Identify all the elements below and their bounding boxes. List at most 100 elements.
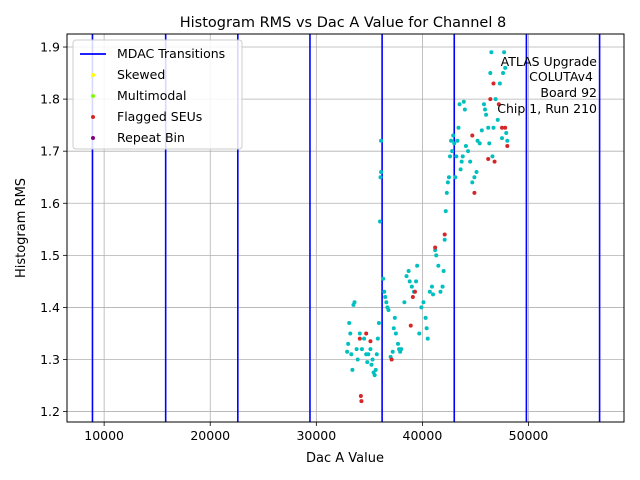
data-point — [504, 130, 509, 135]
annotation: ATLAS Upgrade COLUTAv4 Board 92 Chip 1, … — [497, 54, 597, 116]
x-tick-label: 20000 — [190, 428, 230, 443]
flagged-seu-point — [368, 339, 373, 344]
data-point — [501, 71, 506, 76]
data-point — [460, 154, 465, 159]
data-point — [352, 300, 357, 305]
data-point — [457, 102, 462, 107]
data-point — [368, 347, 373, 352]
data-point — [495, 117, 500, 122]
x-tick-label: 30000 — [296, 428, 336, 443]
data-point — [348, 331, 353, 336]
data-point — [376, 321, 381, 326]
data-point — [349, 352, 354, 357]
annotation-line: Chip 1, Run 210 — [497, 101, 597, 116]
flagged-seu-point — [433, 245, 438, 250]
data-point — [379, 170, 384, 175]
data-point — [454, 154, 459, 159]
data-point — [381, 276, 386, 281]
chart-title: Histogram RMS vs Dac A Value for Channel… — [180, 15, 506, 31]
data-point — [357, 331, 362, 336]
flagged-seu-point — [472, 190, 477, 195]
data-point — [392, 315, 397, 320]
data-point — [384, 300, 389, 305]
data-point — [417, 331, 422, 336]
data-point — [442, 237, 447, 242]
legend-marker-flagged — [91, 115, 95, 119]
data-point — [431, 292, 436, 297]
data-point — [505, 138, 510, 143]
flagged-seu-point — [412, 289, 417, 294]
flagged-seu-point — [486, 156, 491, 161]
data-point — [468, 159, 473, 164]
axis-ticks: 10000 20000 30000 40000 50000 1.2 1.3 1.4 1.5 1.6… — [40, 40, 548, 443]
y-tick-label: 1.2 — [40, 404, 60, 419]
data-point — [503, 65, 508, 70]
annotation-line: Board 92 — [540, 85, 597, 100]
data-point — [487, 141, 492, 146]
flagged-seu-point — [470, 133, 475, 138]
data-point — [438, 289, 443, 294]
y-tick-label: 1.4 — [40, 300, 60, 315]
legend-marker-skewed — [91, 73, 95, 77]
data-point — [450, 149, 455, 154]
x-tick-label: 10000 — [84, 428, 124, 443]
annotation-line: COLUTAv4 — [529, 69, 593, 84]
data-point — [474, 170, 479, 175]
data-point — [499, 136, 504, 141]
data-point — [377, 219, 382, 224]
y-tick-label: 1.7 — [40, 144, 60, 159]
flagged-seu-point — [359, 399, 364, 404]
data-point — [372, 373, 377, 378]
data-point — [455, 138, 460, 143]
legend-label: Flagged SEUs — [117, 109, 202, 124]
data-point — [434, 253, 439, 258]
data-point — [463, 143, 468, 148]
data-point — [451, 133, 456, 138]
data-point — [347, 321, 352, 326]
data-point — [350, 367, 355, 372]
flagged-seu-point — [408, 323, 413, 328]
data-point — [486, 125, 491, 130]
data-point — [456, 125, 461, 130]
data-point — [355, 357, 360, 362]
y-axis-label: Histogram RMS — [14, 178, 29, 278]
legend-label: Skewed — [117, 67, 165, 82]
flagged-seu-point — [357, 336, 362, 341]
data-point — [427, 289, 432, 294]
data-point — [493, 97, 498, 102]
data-point — [366, 352, 371, 357]
data-point — [443, 209, 448, 214]
data-point — [362, 336, 367, 341]
data-point — [449, 138, 454, 143]
data-point — [497, 81, 502, 86]
data-point — [446, 175, 451, 180]
data-point — [429, 284, 434, 289]
flagged-seu-point — [410, 295, 415, 300]
data-point — [425, 336, 430, 341]
data-point — [459, 159, 464, 164]
data-point — [479, 128, 484, 133]
legend-label: Multimodal — [117, 88, 186, 103]
y-tick-label: 1.9 — [40, 40, 60, 55]
data-point — [440, 284, 445, 289]
flagged-seu-point — [389, 357, 394, 362]
flagged-seu-point — [358, 393, 363, 398]
data-point — [419, 305, 424, 310]
data-point — [461, 99, 466, 104]
data-point — [444, 190, 449, 195]
legend-marker-multimodal — [91, 94, 95, 98]
y-tick-label: 1.3 — [40, 352, 60, 367]
data-point — [382, 289, 387, 294]
data-point — [379, 138, 384, 143]
data-point — [477, 141, 482, 146]
data-point — [383, 295, 388, 300]
data-point — [453, 175, 458, 180]
data-point — [359, 347, 364, 352]
data-point — [406, 268, 411, 273]
data-point — [488, 71, 493, 76]
data-point — [386, 308, 391, 313]
y-tick-label: 1.8 — [40, 92, 60, 107]
legend: MDAC Transitions Skewed Multimodal Flagg… — [72, 39, 243, 150]
data-point — [407, 279, 412, 284]
data-point — [448, 154, 453, 159]
